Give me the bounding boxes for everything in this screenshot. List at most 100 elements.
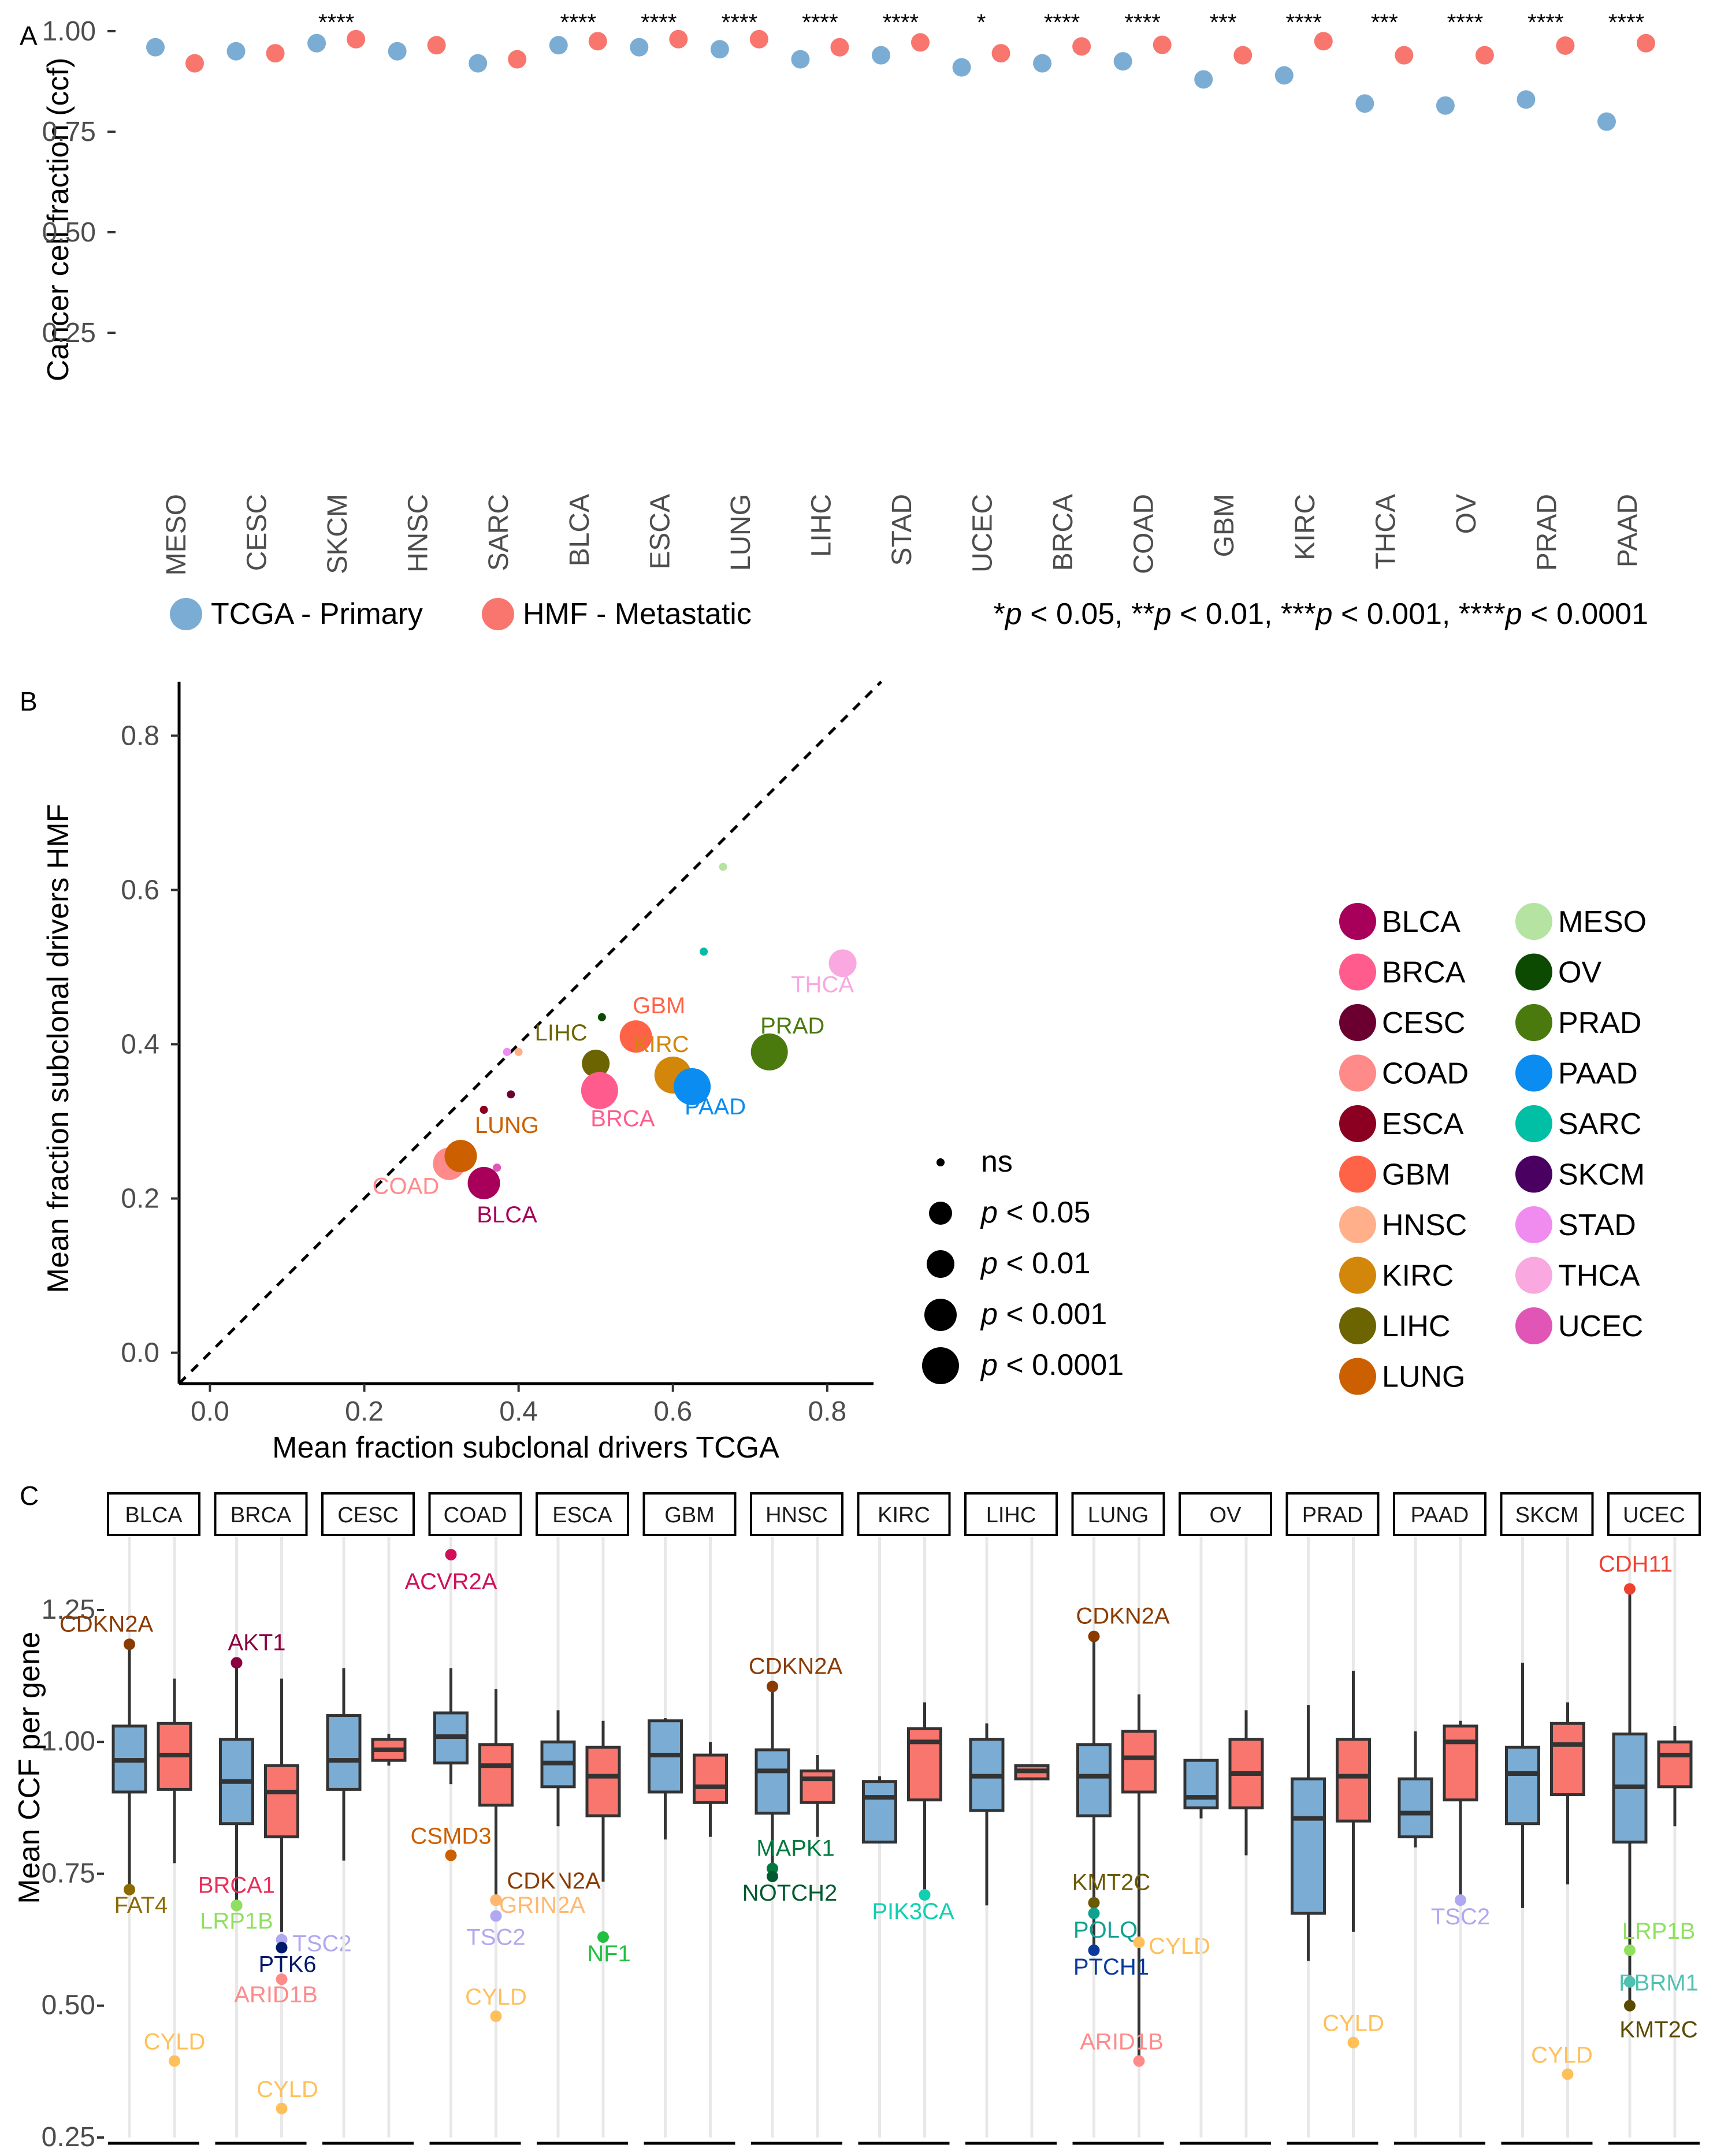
gene-dot-ARID1B <box>1133 2055 1145 2067</box>
facet-PRAD: PRAD CYLD <box>1285 1492 1384 2145</box>
facet-strip-UCEC <box>1607 1492 1701 1536</box>
x-tick-label-BRCA: BRCA <box>1048 494 1079 571</box>
x-tick-label-STAD: STAD <box>887 494 917 566</box>
panel-b-x-tick-label: 0.4 <box>499 1396 538 1427</box>
panel-a-y-tick-label: 0.50 <box>42 217 96 248</box>
significance-UCEC: * <box>977 10 986 35</box>
facet-strip-LUNG <box>1071 1492 1165 1536</box>
facet-OV: OV <box>1179 1492 1272 2145</box>
gene-dot-CYLD <box>276 2102 288 2114</box>
point-HNSC <box>514 1047 523 1056</box>
footnote-cut-3: < 0.001 <box>1333 597 1442 631</box>
point-BLCA <box>467 1166 500 1199</box>
gene-label-LRP1B: LRP1B <box>1622 1919 1696 1944</box>
gene-dot-MAPK1 <box>767 1863 778 1875</box>
panel-c-axes: 0.25 0.50 0.75 1.00 1.25 <box>42 1594 104 2153</box>
significance-BLCA: **** <box>560 10 596 35</box>
facet-strip-CESC <box>321 1492 415 1536</box>
color-key-LUNG <box>1339 1358 1376 1395</box>
footnote-p-1: p <box>1004 597 1022 631</box>
gene-label-ARID1B: ARID1B <box>1080 2029 1164 2055</box>
size-label-value: ns <box>981 1145 1013 1179</box>
point-OV <box>597 1013 606 1021</box>
gene-label-ACVR2A: ACVR2A <box>404 1569 497 1594</box>
size-label-p: p <box>980 1196 998 1229</box>
panel-a: Cancer cell fraction (ccf) 0.25 0.50 0.75 1… <box>42 10 1655 631</box>
gene-label-CDH11: CDH11 <box>1599 1551 1673 1577</box>
panel-letter-c: C <box>20 1481 39 1511</box>
color-label-HNSC: HNSC <box>1382 1209 1467 1242</box>
gene-label-TSC2: TSC2 <box>292 1931 351 1957</box>
gene-dot-TSC2 <box>490 1910 502 1922</box>
gene-dot-CYLD <box>1347 2036 1359 2049</box>
box-tcga-HNSC <box>755 1748 790 1815</box>
point-hmf-LUNG <box>749 29 768 49</box>
panel-b-y-tick-label: 0.4 <box>121 1029 159 1060</box>
panel-b-x-tick-label: 0.2 <box>345 1396 384 1427</box>
x-tick-label-ESCA: ESCA <box>645 494 675 570</box>
point-hmf-STAD <box>911 33 930 52</box>
size-label-value: < 0.01 <box>998 1247 1090 1280</box>
facet-CESC: CESC <box>321 1492 415 2145</box>
box-tcga-SKCM <box>1505 1745 1540 1826</box>
point-tcga-GBM <box>1194 70 1213 89</box>
point-LUNG <box>444 1140 477 1173</box>
facet-label-UCEC: UCEC <box>1623 1503 1685 1527</box>
panel-a-legend: TCGA - Primary HMF - Metastatic <box>170 597 752 631</box>
gene-label-CYLD: CYLD <box>257 2077 318 2102</box>
significance-GBM: *** <box>1210 10 1237 35</box>
panel-b-x-tick-label: 0.0 <box>191 1396 229 1427</box>
color-label-BRCA: BRCA <box>1382 956 1466 990</box>
footnote-p-3: p <box>1315 597 1333 631</box>
facet-strip-PRAD <box>1285 1492 1380 1536</box>
color-label-THCA: THCA <box>1558 1259 1640 1293</box>
color-key-GBM <box>1339 1155 1376 1193</box>
panel-b-y-tick-label: 0.2 <box>121 1184 159 1214</box>
significance-THCA: *** <box>1371 10 1398 35</box>
point-hmf-UCEC <box>991 44 1010 63</box>
point-BRCA <box>581 1072 618 1109</box>
footnote-star-3: , *** <box>1264 597 1316 631</box>
x-tick-label-LUNG: LUNG <box>726 494 756 571</box>
gene-label-NF1: NF1 <box>587 1941 631 1967</box>
box-hmf-BRCA <box>264 1764 299 1839</box>
point-tcga-LIHC <box>791 50 810 69</box>
facet-PAAD: PAAD TSC2 <box>1393 1492 1490 2145</box>
facet-strip-PAAD <box>1393 1492 1486 1536</box>
x-tick-label-SARC: SARC <box>484 494 514 571</box>
size-label-p: p <box>980 1298 998 1331</box>
significance-OV: **** <box>1447 10 1483 35</box>
color-label-SKCM: SKCM <box>1558 1158 1645 1192</box>
color-key-HNSC <box>1339 1206 1376 1243</box>
facet-label-HNSC: HNSC <box>765 1503 828 1527</box>
gene-label-MAPK1: MAPK1 <box>756 1835 835 1861</box>
x-tick-label-PAAD: PAAD <box>1612 494 1643 567</box>
gene-dot-NOTCH2 <box>767 1871 778 1883</box>
gene-dot-PTCH1 <box>1088 1944 1100 1956</box>
gene-dot-CSMD3 <box>445 1849 457 1861</box>
panel-b-y-axis-title: Mean fraction subclonal drivers HMF <box>42 804 75 1293</box>
legend-label-hmf: HMF - Metastatic <box>523 597 752 631</box>
facet-label-GBM: GBM <box>664 1503 715 1527</box>
color-key-SARC <box>1515 1105 1552 1142</box>
point-hmf-BLCA <box>588 32 607 51</box>
facet-label-KIRC: KIRC <box>878 1503 930 1527</box>
point-label-PAAD: PAAD <box>685 1094 746 1120</box>
point-tcga-PAAD <box>1597 112 1616 131</box>
point-label-LIHC: LIHC <box>535 1020 588 1046</box>
x-tick-label-GBM: GBM <box>1209 494 1240 557</box>
facet-strip-BLCA <box>107 1492 200 1536</box>
gene-dot-CDKN2A <box>124 1638 135 1651</box>
gene-dot-PBRM1 <box>1624 1976 1636 1988</box>
box-hmf-HNSC <box>800 1769 835 1804</box>
x-tick-label-CESC: CESC <box>242 494 273 571</box>
panel-c-y-tick-label: 0.50 <box>42 1990 95 2021</box>
point-MESO <box>719 863 727 871</box>
color-label-KIRC: KIRC <box>1382 1259 1454 1293</box>
gene-dot-CDKN2A <box>767 1681 778 1693</box>
point-hmf-ESCA <box>669 29 688 49</box>
box-tcga-OV <box>1183 1759 1219 1809</box>
gene-label-PTK6: PTK6 <box>258 1951 316 1977</box>
point-hmf-COAD <box>1153 35 1172 54</box>
